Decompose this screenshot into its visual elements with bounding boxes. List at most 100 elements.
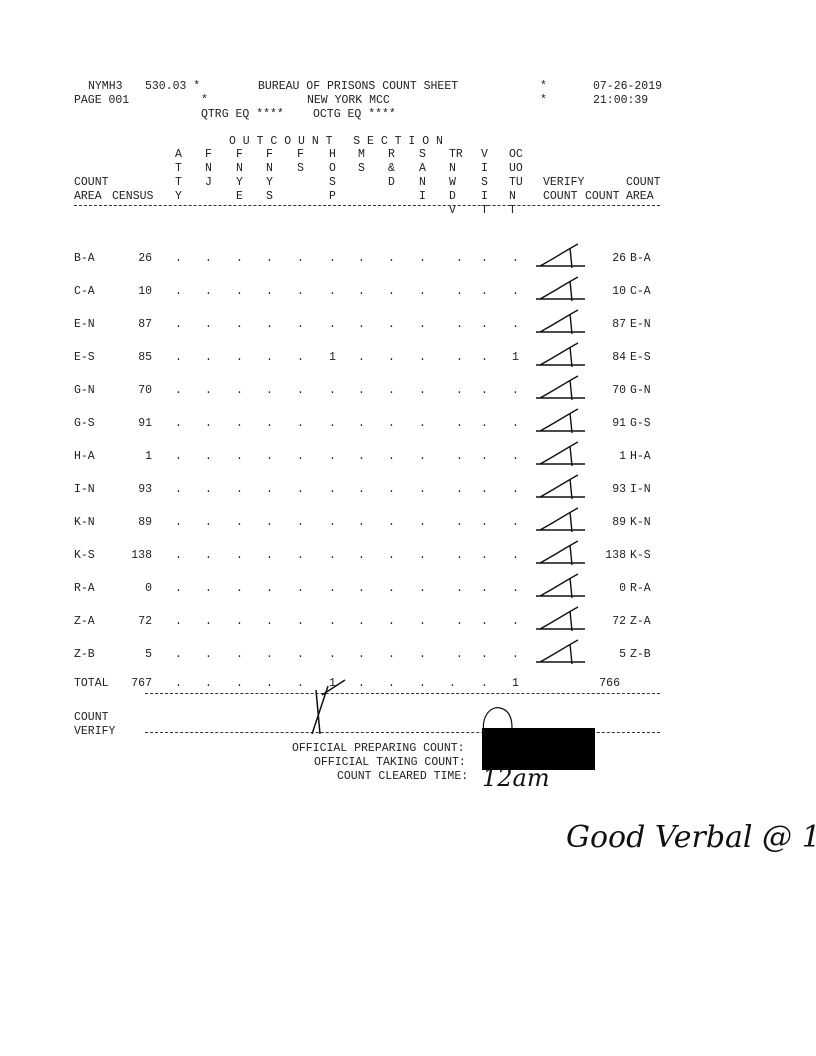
- outcount-cell: .: [266, 252, 273, 265]
- column-header-letter: N: [509, 190, 516, 203]
- count-cell: 10: [612, 285, 626, 298]
- outcount-cell: .: [388, 648, 395, 661]
- outcount-cell: .: [358, 516, 365, 529]
- verify-checkmark: [536, 507, 585, 533]
- verify-checkmark: [536, 408, 585, 434]
- total-outcount-cell: .: [297, 677, 304, 690]
- outcount-cell: .: [175, 648, 182, 661]
- outcount-cell: .: [175, 384, 182, 397]
- count-area-header: COUNT: [74, 176, 109, 189]
- outcount-cell: .: [419, 450, 426, 463]
- outcount-cell: .: [205, 417, 212, 430]
- column-header-letter: T: [175, 176, 182, 189]
- outcount-cell: .: [297, 252, 304, 265]
- outcount-cell: .: [236, 549, 243, 562]
- column-header-letter: N: [449, 162, 456, 175]
- total-outcount-cell: .: [449, 677, 456, 690]
- count-area-cell: I-N: [630, 483, 651, 496]
- outcount-cell: .: [205, 384, 212, 397]
- verify-mark: [311, 679, 346, 735]
- census-cell: 138: [131, 549, 152, 562]
- outcount-cell: .: [512, 549, 519, 562]
- outcount-cell: .: [456, 615, 463, 628]
- column-header-letter: M: [358, 148, 365, 161]
- outcount-cell: .: [388, 252, 395, 265]
- column-header-letter: I: [419, 190, 426, 203]
- outcount-cell: .: [512, 648, 519, 661]
- outcount-cell: .: [388, 549, 395, 562]
- outcount-cell: .: [175, 582, 182, 595]
- outcount-cell: .: [205, 582, 212, 595]
- outcount-cell: .: [481, 384, 488, 397]
- outcount-cell: .: [481, 318, 488, 331]
- outcount-cell: .: [175, 615, 182, 628]
- verify-checkmark: [536, 474, 585, 500]
- outcount-cell: .: [236, 318, 243, 331]
- qtrg-eq: QTRG EQ ****: [201, 108, 284, 121]
- total-census: 767: [131, 677, 152, 690]
- area-cell: I-N: [74, 483, 95, 496]
- column-header-letter: Y: [175, 190, 182, 203]
- area-cell: G-S: [74, 417, 95, 430]
- outcount-cell: .: [481, 483, 488, 496]
- census-cell: 26: [138, 252, 152, 265]
- area-header: AREA: [74, 190, 102, 203]
- outcount-cell: .: [358, 615, 365, 628]
- count-cell: 93: [612, 483, 626, 496]
- column-header-letter: N: [205, 162, 212, 175]
- outcount-cell: .: [388, 582, 395, 595]
- total-outcount-cell: .: [266, 677, 273, 690]
- outcount-cell: .: [236, 351, 243, 364]
- outcount-cell: .: [329, 582, 336, 595]
- facility-name: NEW YORK MCC: [307, 94, 390, 107]
- outcount-cell: .: [358, 483, 365, 496]
- outcount-cell: .: [266, 450, 273, 463]
- outcount-cell: .: [329, 450, 336, 463]
- outcount-cell: .: [297, 450, 304, 463]
- column-header-letter: V: [449, 204, 456, 217]
- column-header-letter: F: [266, 148, 273, 161]
- outcount-cell: .: [512, 285, 519, 298]
- outcount-cell: .: [297, 549, 304, 562]
- total-outcount-cell: .: [358, 677, 365, 690]
- total-outcount-cell: .: [388, 677, 395, 690]
- outcount-cell: .: [175, 549, 182, 562]
- outcount-cell: .: [358, 384, 365, 397]
- outcount-cell: .: [456, 549, 463, 562]
- outcount-cell: .: [456, 582, 463, 595]
- outcount-cell: .: [358, 582, 365, 595]
- outcount-cell: .: [175, 252, 182, 265]
- outcount-cell: .: [358, 417, 365, 430]
- star-marker: *: [540, 80, 547, 93]
- census-cell: 70: [138, 384, 152, 397]
- outcount-cell: .: [297, 384, 304, 397]
- outcount-cell: .: [329, 384, 336, 397]
- outcount-cell: .: [205, 483, 212, 496]
- outcount-cell: .: [266, 483, 273, 496]
- outcount-cell: .: [205, 285, 212, 298]
- outcount-cell: .: [456, 417, 463, 430]
- count-cell: 91: [612, 417, 626, 430]
- outcount-cell: .: [388, 615, 395, 628]
- area-cell: K-N: [74, 516, 95, 529]
- verify-count-header: COUNT: [543, 190, 578, 203]
- count-area-cell: C-A: [630, 285, 651, 298]
- outcount-cell: .: [236, 384, 243, 397]
- verify-checkmark: [536, 342, 585, 368]
- outcount-cell: .: [456, 285, 463, 298]
- outcount-cell: .: [266, 549, 273, 562]
- verify-checkmark: [536, 606, 585, 632]
- outcount-cell: .: [419, 351, 426, 364]
- column-header-letter: TR: [449, 148, 463, 161]
- outcount-cell: .: [266, 516, 273, 529]
- outcount-cell: .: [175, 516, 182, 529]
- count-verify-label-2: VERIFY: [74, 725, 116, 738]
- verify-checkmark: [536, 243, 585, 269]
- count-cell: 1: [619, 450, 626, 463]
- outcount-cell: .: [297, 483, 304, 496]
- outcount-cell: .: [236, 615, 243, 628]
- outcount-cell: .: [297, 582, 304, 595]
- page-number: PAGE 001: [74, 94, 130, 107]
